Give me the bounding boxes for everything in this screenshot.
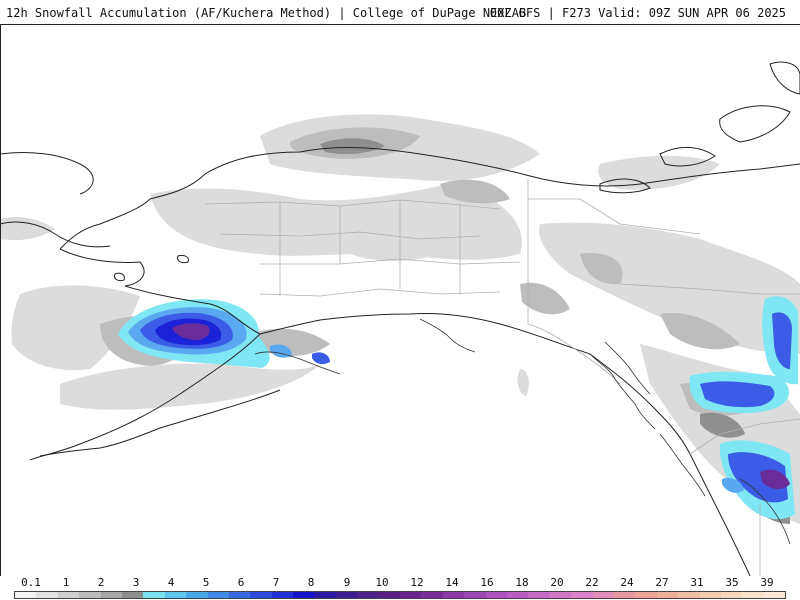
legend-swatch	[335, 592, 358, 598]
legend-label: 8	[307, 576, 315, 589]
legend-swatch	[100, 592, 122, 598]
legend-swatch	[57, 592, 80, 598]
legend-swatch	[36, 592, 58, 598]
legend-swatch	[506, 592, 529, 598]
legend-swatch	[464, 592, 486, 598]
legend-label: 5	[202, 576, 210, 589]
legend-swatch	[314, 592, 336, 598]
legend-swatch	[549, 592, 572, 598]
legend-label: 7	[272, 576, 280, 589]
legend-swatch	[143, 592, 165, 598]
legend-swatch	[186, 592, 208, 598]
map-header: 12h Snowfall Accumulation (AF/Kuchera Me…	[0, 0, 800, 24]
coastlines	[0, 61, 800, 576]
legend-swatch	[528, 592, 550, 598]
legend-swatch	[421, 592, 443, 598]
legend-swatch	[592, 592, 614, 598]
legend-label: 18	[515, 576, 529, 589]
legend-swatch	[678, 592, 700, 598]
legend-swatch	[720, 592, 743, 598]
legend-swatch	[357, 592, 379, 598]
legend-label: 10	[375, 576, 389, 589]
legend-label: 0.1	[21, 576, 41, 589]
legend-color-bar	[14, 591, 786, 599]
legend-swatch	[635, 592, 657, 598]
legend-label: 2	[97, 576, 105, 589]
legend-label: 22	[585, 576, 599, 589]
legend-label: 4	[167, 576, 175, 589]
map-title: 12h Snowfall Accumulation (AF/Kuchera Me…	[6, 6, 527, 20]
legend-label: 6	[237, 576, 245, 589]
legend-swatch	[250, 592, 272, 598]
legend-swatch	[79, 592, 101, 598]
legend-swatch	[121, 592, 144, 598]
legend-label: 20	[550, 576, 564, 589]
bc-coast-snow	[270, 296, 798, 520]
legend-swatch	[763, 592, 786, 598]
legend-swatch	[699, 592, 721, 598]
legend-swatch	[15, 592, 37, 598]
model-run-info: 00Z GFS | F273 Valid: 09Z SUN APR 06 202…	[489, 6, 786, 20]
legend-swatch	[656, 592, 679, 598]
bering-sea-snow-max	[118, 299, 270, 368]
legend-swatch	[164, 592, 187, 598]
legend-label: 14	[445, 576, 459, 589]
legend-label: 27	[655, 576, 669, 589]
snowfall-map	[0, 24, 800, 576]
legend-label: 12	[410, 576, 424, 589]
southeast-coast-detail	[254, 318, 791, 545]
legend-swatch	[485, 592, 507, 598]
legend-label: 3	[132, 576, 140, 589]
legend-swatch	[228, 592, 251, 598]
legend-label: 1	[62, 576, 70, 589]
legend-label: 24	[620, 576, 634, 589]
legend-label: 31	[690, 576, 704, 589]
legend-label: 39	[760, 576, 774, 589]
legend-swatch	[271, 592, 294, 598]
legend-swatch	[613, 592, 636, 598]
legend-label: 16	[480, 576, 494, 589]
legend-swatch	[400, 592, 422, 598]
legend-swatch	[571, 592, 593, 598]
legend-swatch	[207, 592, 229, 598]
legend-swatch	[293, 592, 315, 598]
borders	[204, 179, 800, 576]
legend-swatch	[742, 592, 764, 598]
legend-label: 9	[343, 576, 351, 589]
legend-swatch	[442, 592, 465, 598]
color-scale-legend: 0.1 1 2 3 4 5 6 7 8 9 10 12 14 16 18 20 …	[0, 576, 800, 600]
legend-swatch	[378, 592, 401, 598]
legend-label: 35	[725, 576, 739, 589]
